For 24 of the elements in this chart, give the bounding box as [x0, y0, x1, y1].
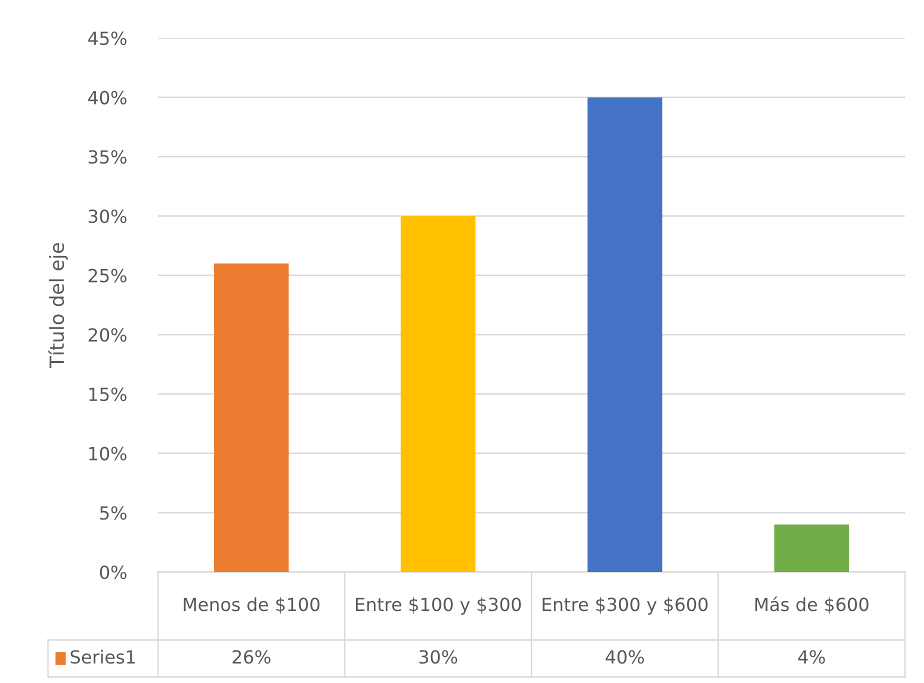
y-tick-label: 5% — [100, 506, 126, 520]
y-tick-label: 40% — [88, 90, 126, 104]
y-axis-title: Título del eje — [48, 243, 68, 368]
x-tick-label: Entre $300 y $600 — [542, 597, 708, 615]
bar — [400, 216, 476, 572]
y-tick-label: 25% — [88, 268, 126, 282]
data-label: 40% — [606, 650, 644, 664]
bar — [774, 524, 849, 572]
x-tick-label: Entre $100 y $300 — [356, 597, 521, 615]
y-tick-label: 10% — [89, 446, 126, 460]
data-label: 30% — [419, 650, 458, 664]
y-tick-label: 0% — [100, 565, 126, 580]
y-tick-label: 45% — [88, 31, 126, 46]
x-tick-label: Más de $600 — [755, 596, 868, 614]
y-tick-label: 30% — [88, 209, 126, 224]
x-tick-label: Menos de $100 — [184, 597, 320, 614]
y-tick-label: 35% — [88, 150, 126, 164]
data-label: 4% — [798, 650, 825, 664]
y-tick-label: 15% — [89, 387, 126, 402]
y-tick-label: 20% — [88, 328, 126, 342]
data-label: 26% — [232, 650, 270, 664]
bar — [214, 263, 289, 572]
legend-label: Series1 — [70, 650, 135, 664]
bar — [588, 97, 662, 572]
